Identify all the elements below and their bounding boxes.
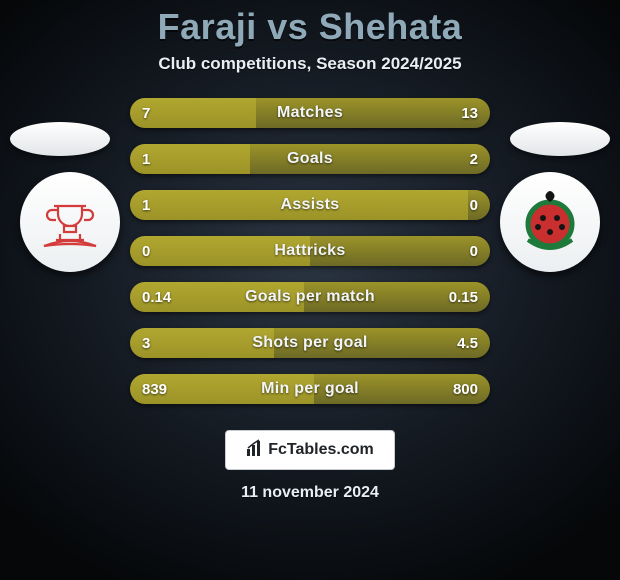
stat-value-right: 4.5 xyxy=(457,328,478,358)
stat-label: Goals xyxy=(130,144,490,174)
stat-label: Matches xyxy=(130,98,490,128)
stat-row: Assists1 0 xyxy=(130,190,490,220)
stat-row: Shots per goal3 4.5 xyxy=(130,328,490,358)
fctables-logo[interactable]: FcTables.com xyxy=(225,430,395,470)
stat-label: Assists xyxy=(130,190,490,220)
stat-bars-container: Matches713Goals12Assists10Hattricks00Goa… xyxy=(130,98,490,420)
stat-value-right: 0 xyxy=(470,190,478,220)
infographic-date: 11 november 2024 xyxy=(241,484,379,502)
stat-label: Min per goal xyxy=(130,374,490,404)
stat-row: Hattricks0 0 xyxy=(130,236,490,266)
stat-label: Hattricks xyxy=(130,236,490,266)
stat-value-left: 0.14 xyxy=(142,282,171,312)
stat-value-left: 3 xyxy=(142,328,150,358)
stat-row: Goals1 2 xyxy=(130,144,490,174)
stat-value-right: 2 xyxy=(470,144,478,174)
stat-value-left: 0 xyxy=(142,236,150,266)
stat-label: Goals per match xyxy=(130,282,490,312)
stat-row: Goals per match0.14 0.15 xyxy=(130,282,490,312)
club-badge-left xyxy=(20,172,120,272)
stat-label: Shots per goal xyxy=(130,328,490,358)
logo-text: FcTables.com xyxy=(268,441,374,459)
country-ellipse-right xyxy=(510,122,610,156)
stat-value-left: 839 xyxy=(142,374,167,404)
stat-value-right: 0.15 xyxy=(449,282,478,312)
club-logo-left-icon xyxy=(30,182,110,262)
club-logo-right-icon xyxy=(510,182,590,262)
stat-value-right: 0 xyxy=(470,236,478,266)
club-badge-right xyxy=(500,172,600,272)
stat-row: Matches7 13 xyxy=(130,98,490,128)
stat-value-left: 1 xyxy=(142,190,150,220)
page-subtitle: Club competitions, Season 2024/2025 xyxy=(158,54,461,74)
stat-row: Min per goal839 800 xyxy=(130,374,490,404)
stat-value-right: 13 xyxy=(461,98,478,128)
stat-value-right: 800 xyxy=(453,374,478,404)
content-root: Faraji vs Shehata Club competitions, Sea… xyxy=(0,0,620,580)
stat-value-left: 7 xyxy=(142,98,150,128)
page-title: Faraji vs Shehata xyxy=(158,6,463,48)
stat-value-left: 1 xyxy=(142,144,150,174)
country-ellipse-left xyxy=(10,122,110,156)
chart-icon xyxy=(246,439,264,462)
